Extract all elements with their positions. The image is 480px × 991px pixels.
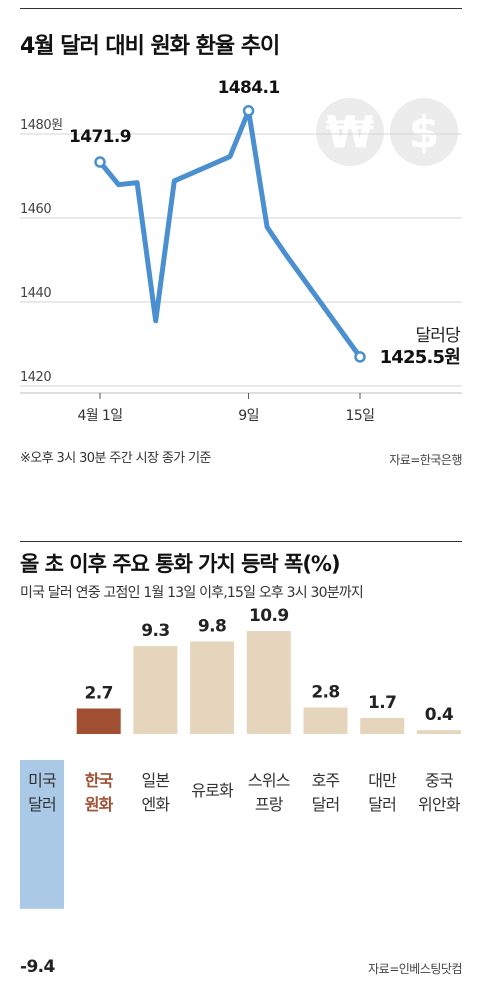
- series-point: [354, 351, 366, 363]
- bar-value-label: 2.8: [311, 683, 339, 703]
- y-tick-label: 1440: [20, 286, 51, 301]
- series-line: [97, 108, 363, 360]
- dollar-coin-icon-glyph: $: [409, 107, 440, 158]
- bar-value-label: -9.4: [20, 957, 56, 977]
- bar-value-label: 2.7: [85, 683, 113, 703]
- bar: [190, 641, 235, 734]
- bar: [76, 708, 121, 734]
- won-coin-icon-glyph: ₩: [326, 107, 375, 158]
- line-series: [94, 105, 366, 363]
- bar-category-label: 중국: [425, 771, 453, 790]
- bar-category-label: 엔화: [141, 795, 170, 814]
- bar-value-labels: -9.4 2.7 9.3 9.8 10.9 2.8 1.7 0.4: [20, 606, 454, 977]
- bars: [20, 630, 461, 909]
- bar-value-label: 10.9: [249, 606, 289, 626]
- bar-value-label: 1.7: [368, 693, 396, 713]
- won-coin-icon: [316, 98, 384, 166]
- bar: [133, 646, 178, 734]
- bar-category-label: 유로화: [191, 781, 234, 800]
- bar-category-label: 일본: [141, 771, 169, 790]
- x-axis-ticks: 4월 1일 9일 15일: [77, 393, 375, 424]
- bar: [416, 730, 461, 734]
- chart1-title: 4월 달러 대비 원화 환율 추이: [20, 34, 280, 59]
- bar-category-label: 스위스: [248, 771, 290, 790]
- bar-category-label: 원화: [85, 795, 114, 814]
- chart1-source: 자료=한국은행: [389, 453, 462, 467]
- y-tick-label: 1480원: [20, 118, 63, 133]
- bar-category-label: 미국: [28, 771, 56, 790]
- chart2-title: 올 초 이후 주요 통화 가치 등락 폭(%): [20, 552, 341, 576]
- bar: [246, 630, 291, 734]
- line-data-labels: 1471.9 1484.1: [69, 78, 280, 147]
- end-label-value: 1425.5원: [379, 347, 461, 369]
- bar-category-label: 호주: [312, 771, 340, 790]
- bar-category-label: 달러: [312, 795, 340, 814]
- bar-value-label: 9.3: [141, 621, 169, 641]
- bar: [20, 760, 64, 909]
- bar-category-label: 한국: [85, 771, 114, 790]
- currency-watermark: ₩ $: [316, 98, 458, 166]
- middle-rule: [20, 541, 462, 542]
- data-label: 1484.1: [218, 78, 280, 98]
- bar-value-label: 9.8: [198, 616, 226, 636]
- x-tick-label: 4월 1일: [77, 408, 122, 424]
- bar-value-label: 0.4: [425, 705, 454, 725]
- end-label-title: 달러당: [415, 326, 460, 346]
- bar-category-label: 대만: [368, 771, 397, 790]
- bar-category-label: 위안화: [418, 795, 461, 814]
- y-axis-ticks: 1480원 1460 1440 1420: [20, 118, 63, 385]
- x-tick-label: 9일: [238, 408, 259, 424]
- end-label: 달러당 1425.5원: [379, 326, 461, 370]
- series-point: [94, 156, 106, 168]
- bar-category-label: 프랑: [255, 795, 284, 814]
- series-point: [242, 105, 255, 117]
- bar: [360, 717, 405, 734]
- data-label: 1471.9: [69, 127, 131, 147]
- bar: [303, 707, 348, 734]
- y-tick-label: 1420: [20, 370, 51, 385]
- chart2-subtitle: 미국 달러 연중 고점인 1월 13일 이후,15일 오후 3시 30분까지: [20, 585, 364, 601]
- dollar-coin-icon: [390, 98, 458, 166]
- bar-category-label: 달러: [28, 795, 56, 814]
- x-tick-label: 15일: [346, 408, 375, 424]
- bar-category-label: 달러: [368, 795, 396, 814]
- top-rule: [20, 8, 462, 9]
- chart2-source: 자료=인베스팅닷컴: [368, 962, 462, 976]
- chart1-note: ※오후 3시 30분 주간 시장 종가 기준: [20, 451, 211, 466]
- y-tick-label: 1460: [20, 202, 51, 217]
